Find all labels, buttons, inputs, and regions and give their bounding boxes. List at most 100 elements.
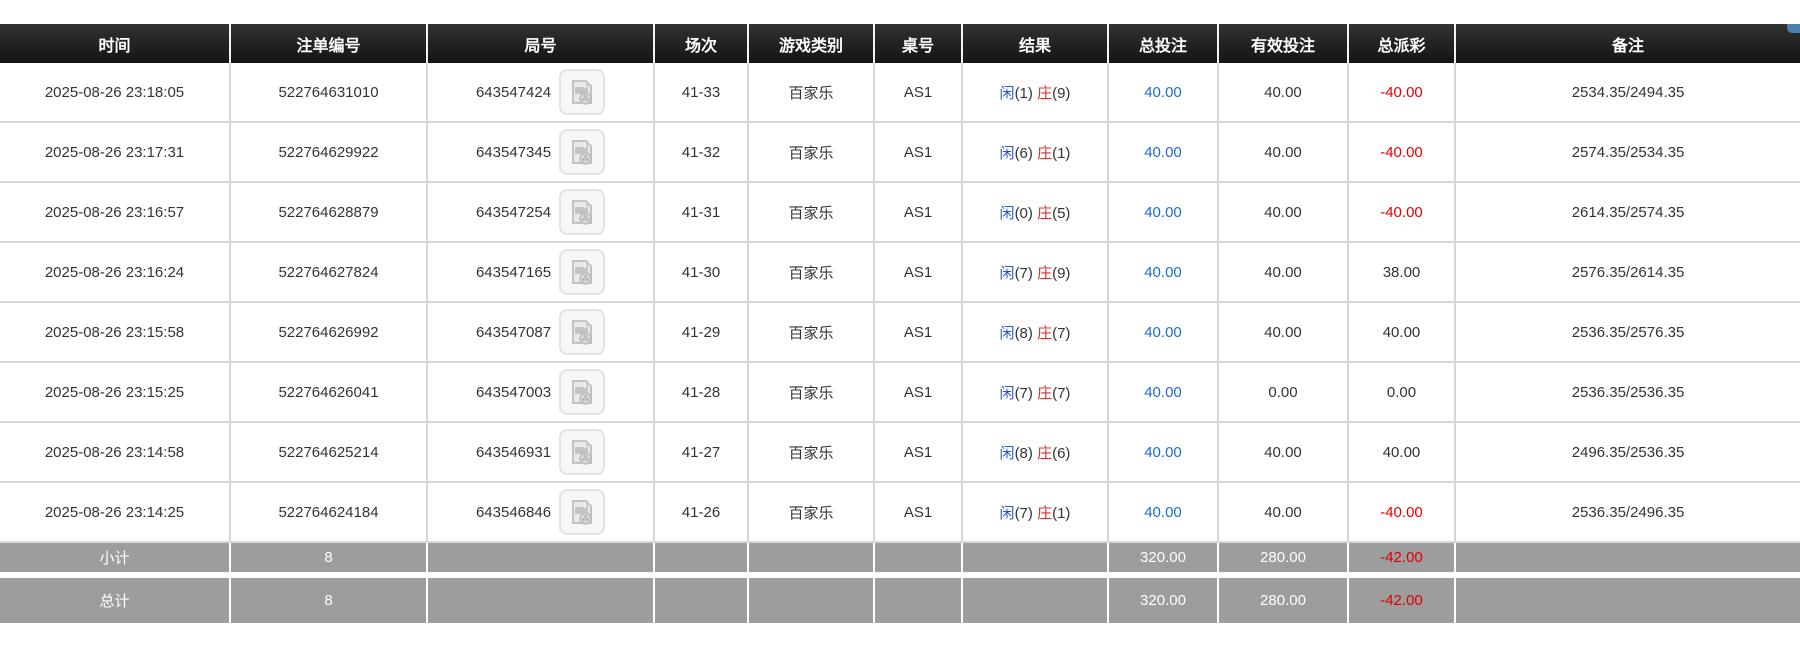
- total-bet-link[interactable]: 40.00: [1144, 503, 1182, 521]
- cell-time: 2025-08-26 23:16:24: [0, 242, 231, 303]
- player-score: (7): [1014, 264, 1033, 282]
- cell-game-type: 百家乐: [747, 482, 875, 543]
- footer-payout-value: -42.00: [1380, 549, 1423, 566]
- header-cell-bet-id: 注单编号: [230, 24, 428, 63]
- cell-total-bet: 40.00: [1107, 122, 1219, 183]
- table-header-row: 时间 注单编号 局号 场次 游戏类别 桌号 结果 总投注 有效投注 总派彩 备注: [0, 24, 1800, 63]
- total-row-cell-table-no: [874, 572, 963, 623]
- player-score: (8): [1014, 444, 1033, 462]
- cell-session: 41-30: [653, 242, 749, 303]
- cell-result: 闲(8) 庄(6): [961, 422, 1109, 483]
- player-score: (8): [1014, 324, 1033, 342]
- total-bet-link[interactable]: 40.00: [1144, 383, 1182, 401]
- cell-payout: 40.00: [1347, 302, 1456, 363]
- cell-valid-bet: 40.00: [1217, 182, 1349, 243]
- total-bet-link[interactable]: 40.00: [1144, 263, 1182, 281]
- cell-remark: 2496.35/2536.35: [1454, 422, 1800, 483]
- cell-result: 闲(0) 庄(5): [961, 182, 1109, 243]
- player-score: (0): [1014, 204, 1033, 222]
- cell-session: 41-33: [653, 63, 749, 123]
- cell-remark: 2536.35/2576.35: [1454, 302, 1800, 363]
- cell-result: 闲(7) 庄(1): [961, 482, 1109, 543]
- subtotal-row-cell-game-type: [748, 542, 875, 576]
- round-id-value: 643547345: [475, 143, 552, 161]
- round-id-value: 643547424: [475, 83, 552, 101]
- banker-score: (5): [1052, 204, 1071, 222]
- video-replay-button[interactable]: [559, 189, 606, 235]
- cell-valid-bet: 40.00: [1217, 422, 1349, 483]
- video-replay-icon: [572, 440, 593, 465]
- total-bet-link[interactable]: 40.00: [1144, 143, 1182, 161]
- player-score: (7): [1014, 384, 1033, 402]
- video-replay-button[interactable]: [559, 129, 606, 175]
- player-result-label: 闲: [999, 324, 1015, 342]
- subtotal-row-cell-payout: -42.00: [1348, 542, 1456, 576]
- cell-game-type: 百家乐: [747, 362, 875, 423]
- video-replay-button[interactable]: [559, 249, 606, 295]
- total-bet-link[interactable]: 40.00: [1144, 323, 1182, 341]
- banker-score: (6): [1052, 444, 1071, 462]
- total-row-cell-time: 总计: [0, 572, 231, 623]
- cell-payout: 40.00: [1347, 422, 1456, 483]
- table-row: 2025-08-26 23:17:31 522764629922 643547345…: [0, 122, 1800, 183]
- cell-bet-id: 522764626041: [229, 362, 428, 423]
- total-row-cell-game-type: [748, 572, 875, 623]
- payout-value: 40.00: [1382, 443, 1421, 461]
- subtotal-row-cell-result: [962, 542, 1109, 576]
- player-result-label: 闲: [999, 504, 1015, 522]
- cell-time: 2025-08-26 23:16:57: [0, 182, 231, 243]
- video-replay-button[interactable]: [559, 429, 606, 475]
- cell-round-id: 643547345: [426, 122, 655, 183]
- cell-table-no: AS1: [873, 63, 963, 123]
- total-row-cell-payout: -42.00: [1348, 572, 1456, 623]
- player-result-label: 闲: [999, 84, 1015, 102]
- cell-total-bet: 40.00: [1107, 482, 1219, 543]
- video-replay-icon: [572, 320, 593, 345]
- payout-value: 0.00: [1386, 383, 1417, 401]
- video-replay-button[interactable]: [559, 309, 606, 355]
- table-row: 2025-08-26 23:16:24 522764627824 643547165…: [0, 242, 1800, 303]
- subtotal-row-cell-time: 小计: [0, 542, 231, 576]
- table-row: 2025-08-26 23:15:25 522764626041 643547003…: [0, 362, 1800, 423]
- video-replay-icon: [572, 260, 593, 285]
- bet-records-table: 时间 注单编号 局号 场次 游戏类别 桌号 结果 总投注 有效投注 总派彩 备注 2025-08-2…: [0, 24, 1800, 623]
- video-replay-icon: [572, 80, 593, 105]
- total-bet-link[interactable]: 40.00: [1144, 443, 1182, 461]
- round-id-value: 643547087: [475, 323, 552, 341]
- player-result-label: 闲: [999, 144, 1015, 162]
- banker-score: (1): [1052, 504, 1071, 522]
- header-cell-game-type: 游戏类别: [748, 24, 875, 63]
- banker-result-label: 庄: [1037, 504, 1053, 522]
- subtotal-row-cell-total-bet: 320.00: [1108, 542, 1219, 576]
- banker-result-label: 庄: [1037, 84, 1053, 102]
- cell-remark: 2534.35/2494.35: [1454, 63, 1800, 123]
- video-replay-button[interactable]: [559, 69, 606, 115]
- cell-session: 41-32: [653, 122, 749, 183]
- banker-result-label: 庄: [1037, 144, 1053, 162]
- cell-game-type: 百家乐: [747, 63, 875, 123]
- total-bet-link[interactable]: 40.00: [1144, 83, 1182, 101]
- video-replay-button[interactable]: [559, 489, 606, 535]
- total-row-cell-result: [962, 572, 1109, 623]
- video-replay-button[interactable]: [559, 369, 606, 415]
- video-replay-icon: [572, 380, 593, 405]
- cell-table-no: AS1: [873, 482, 963, 543]
- cell-time: 2025-08-26 23:18:05: [0, 63, 231, 123]
- cell-time: 2025-08-26 23:15:25: [0, 362, 231, 423]
- cell-bet-id: 522764631010: [229, 63, 428, 123]
- subtotal-row-cell-table-no: [874, 542, 963, 576]
- cell-round-id: 643547087: [426, 302, 655, 363]
- player-result-label: 闲: [999, 264, 1015, 282]
- cell-payout: -40.00: [1347, 63, 1456, 123]
- cell-payout: 0.00: [1347, 362, 1456, 423]
- cell-time: 2025-08-26 23:14:58: [0, 422, 231, 483]
- total-bet-link[interactable]: 40.00: [1144, 203, 1182, 221]
- payout-value: -40.00: [1380, 83, 1423, 101]
- cell-game-type: 百家乐: [747, 122, 875, 183]
- cell-total-bet: 40.00: [1107, 182, 1219, 243]
- cell-bet-id: 522764629922: [229, 122, 428, 183]
- cell-result: 闲(7) 庄(7): [961, 362, 1109, 423]
- cell-game-type: 百家乐: [747, 422, 875, 483]
- cell-session: 41-29: [653, 302, 749, 363]
- cell-table-no: AS1: [873, 422, 963, 483]
